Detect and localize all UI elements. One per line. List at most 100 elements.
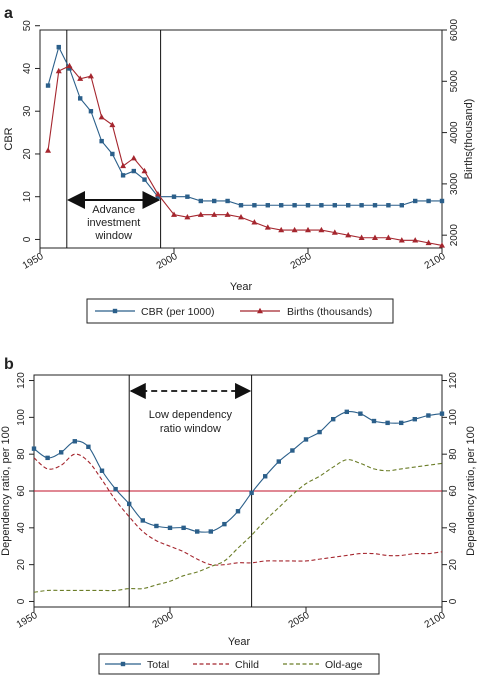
y-tick-label-right: 60 [448,485,459,497]
cbr-point [185,194,190,199]
x-tick-label: 2000 [151,610,176,631]
panel-a-legend: CBR (per 1000) Births (thousands) [86,298,394,324]
births-point [45,147,52,153]
births-point [109,121,116,128]
annotation-text: Advance [92,204,135,216]
oldage-line [33,459,443,593]
total-point [208,529,213,534]
total-point [399,420,404,426]
panel-a-ylabel-right: Births(thousand) [463,99,475,180]
panel-a: a 1950 2000 2050 2100 0 10 20 30 40 50 2000 3000 400… [3,5,475,324]
total-point [140,518,145,523]
legend-births-marker [257,307,263,314]
cbr-point [413,198,418,204]
births-point [130,155,137,161]
y-tick-label-left: 20 [16,559,27,571]
cbr-point [265,203,270,208]
y-tick-label-right: 20 [448,559,459,571]
y-tick-label-right: 2000 [449,224,460,247]
cbr-point [110,151,115,157]
total-point [59,450,64,455]
births-point [318,226,325,233]
total-line [33,410,443,533]
y-tick-label-left: 100 [16,409,27,426]
births-point [98,114,105,120]
births-point [211,211,218,217]
cbr-point [252,203,257,208]
panel-a-axes: 1950 2000 2050 2100 0 10 20 30 40 50 2000 3000 4000 5… [21,18,460,271]
births-point [425,239,432,246]
total-point [45,455,50,461]
total-point [195,529,200,534]
cbr-point [78,96,83,101]
cbr-point [212,198,217,204]
y-tick-label-right: 4000 [449,121,460,144]
cbr-point [88,109,94,114]
cbr-point [142,177,147,182]
total-point [113,486,118,492]
cbr-point [386,203,391,208]
births-point [305,226,311,233]
cbr-point [319,203,324,208]
births-point [291,226,298,233]
total-point [358,411,363,416]
y-tick-label-right: 5000 [449,70,460,93]
cbr-point [292,203,297,208]
y-tick-label-left: 80 [16,448,27,460]
total-point [86,444,91,450]
annotation-text: Low dependency [149,409,233,421]
births-point [55,67,62,74]
y-tick-label-right: 3000 [449,172,460,195]
total-point [412,416,417,422]
total-point [31,446,37,451]
births-point [197,211,204,217]
births-point [278,226,285,233]
legend-box [98,653,380,675]
x-tick-label: 2000 [155,251,180,272]
panel-b-series [31,409,445,593]
total-point [317,429,322,435]
births-series [45,62,445,248]
births-point [171,211,177,217]
total-point [331,416,336,422]
total-point [371,418,377,424]
legend-total-label: Total [147,659,169,671]
births-point [345,231,352,238]
cbr-point [131,168,136,174]
births-point [184,214,191,220]
total-point [426,413,431,418]
births-point [224,211,231,217]
births-point [264,224,271,230]
births-point [251,219,258,225]
births-point [439,242,445,248]
cbr-point [359,203,364,208]
births-point [412,237,419,243]
total-point [99,468,105,473]
total-series [31,409,445,534]
cbr-point [56,44,61,50]
y-tick-label-right: 120 [448,372,459,389]
total-point [439,411,445,416]
y-tick-label-left: 40 [22,62,33,74]
births-point [66,62,73,69]
births-point [372,234,378,240]
cbr-point [198,198,203,204]
total-point [249,490,254,496]
y-tick-label-left: 10 [22,191,33,203]
total-point [127,501,132,507]
cbr-point [426,198,431,204]
legend-total-marker [120,661,126,667]
births-point [141,167,148,174]
y-tick-label-right: 6000 [449,18,460,41]
y-tick-label-left: 60 [16,485,27,497]
cbr-point [225,198,230,204]
total-point [154,523,159,529]
panel-a-ylabel-left: CBR [3,127,15,150]
cbr-point [67,66,72,71]
total-point [303,437,309,442]
y-tick-label-left: 0 [22,236,33,242]
births-point [331,229,338,235]
x-tick-label: 2100 [423,610,448,631]
